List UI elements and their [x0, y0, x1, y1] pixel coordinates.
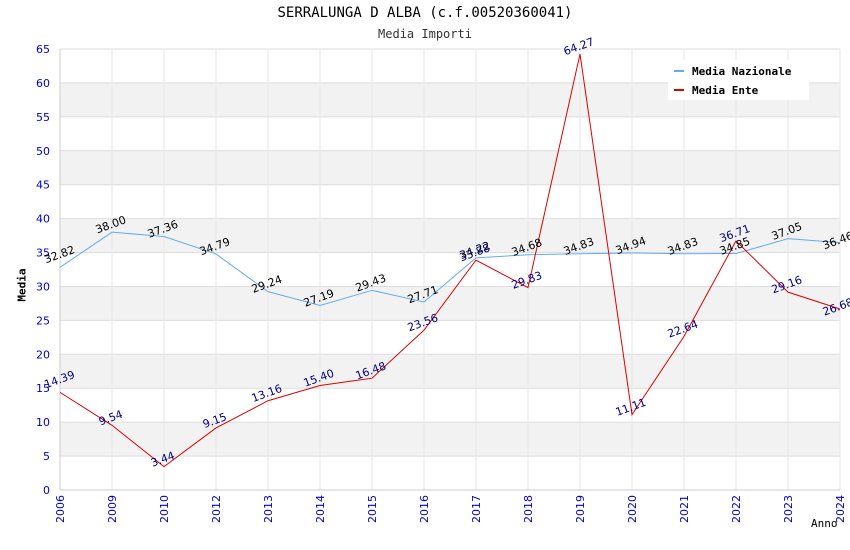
x-tick-label: 2023 [782, 495, 795, 523]
series-line-ente [59, 53, 841, 468]
y-tick-label: 40 [36, 213, 50, 226]
y-tick-label: 35 [36, 247, 50, 260]
y-tick-label: 65 [36, 43, 50, 56]
y-tick-label: 25 [36, 314, 50, 327]
y-tick-label: 10 [36, 416, 50, 429]
y-tick-label: 0 [43, 484, 50, 497]
grid-band [60, 150, 840, 185]
x-tick-label: 2024 [834, 495, 847, 523]
x-tick-label: 2010 [158, 495, 171, 523]
legend-swatch-ente [674, 89, 684, 91]
x-tick-label: 2012 [210, 495, 223, 523]
grid-band [60, 422, 840, 457]
series-line-nazionale [59, 231, 841, 307]
chart-subtitle: Media Importi [378, 27, 472, 41]
chart-title: SERRALUNGA D ALBA (c.f.00520360041) [277, 5, 573, 21]
legend-item-ente: Media Ente [668, 81, 758, 99]
x-tick-label: 2019 [574, 495, 587, 523]
x-tick-label: 2009 [106, 495, 119, 523]
y-axis-label: Media [15, 268, 29, 302]
legend-item-nazionale: Media Nazionale [668, 62, 791, 80]
legend: Media Nazionale Media Ente [668, 60, 809, 100]
data-label-ente: 11.11 [614, 396, 648, 419]
legend-swatch-nazionale [674, 70, 684, 72]
y-tick-label: 60 [36, 77, 50, 90]
y-tick-label: 55 [36, 111, 50, 124]
y-tick-label: 20 [36, 348, 50, 361]
y-tick-label: 5 [43, 450, 50, 463]
y-tick-label: 30 [36, 280, 50, 293]
legend-label-nazionale: Media Nazionale [692, 64, 792, 78]
x-tick-label: 2014 [314, 495, 327, 523]
x-tick-label: 2013 [262, 495, 275, 523]
x-tick-label: 2022 [730, 495, 743, 523]
x-tick-label: 2020 [626, 495, 639, 523]
grid-band [60, 354, 840, 389]
x-tick-label: 2018 [522, 495, 535, 523]
x-tick-label: 2017 [470, 495, 483, 523]
y-tick-label: 45 [36, 179, 50, 192]
x-tick-label: 2016 [418, 495, 431, 523]
y-tick-label: 15 [36, 382, 50, 395]
x-axis-label: Anno [811, 517, 838, 530]
x-tick-label: 2021 [678, 495, 691, 523]
grid-band [60, 218, 840, 253]
data-label-ente: 22.64 [666, 318, 700, 341]
legend-label-ente: Media Ente [692, 83, 759, 97]
y-tick-label: 50 [36, 145, 50, 158]
grid-band [60, 286, 840, 321]
x-tick-label: 2006 [54, 495, 67, 523]
x-tick-label: 2015 [366, 495, 379, 523]
